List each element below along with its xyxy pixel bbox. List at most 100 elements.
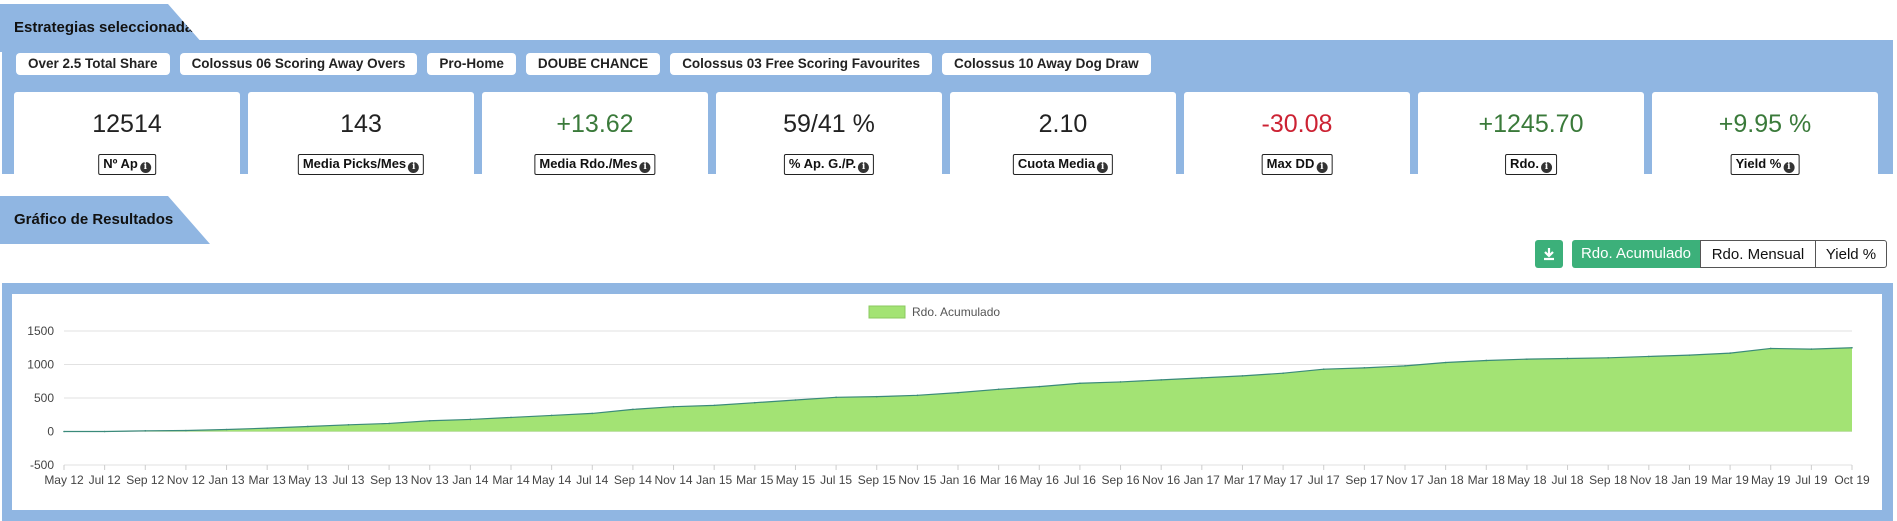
- data-point: [144, 430, 147, 432]
- rdo-mensual-button[interactable]: Rdo. Mensual: [1700, 240, 1816, 268]
- x-tick-label: May 12: [44, 473, 84, 487]
- stat-value: -30.08: [1261, 110, 1333, 138]
- data-point: [388, 422, 390, 425]
- x-tick-label: Mar 17: [1224, 473, 1262, 487]
- strategy-chip[interactable]: Over 2.5 Total Share: [16, 53, 170, 75]
- legend-swatch: [868, 305, 906, 319]
- strategy-chip[interactable]: Colossus 03 Free Scoring Favourites: [670, 53, 933, 75]
- x-tick-label: May 17: [1263, 473, 1303, 487]
- stat-label[interactable]: Yield % i: [1730, 154, 1800, 175]
- data-point: [672, 405, 675, 408]
- x-tick-label: Jul 17: [1308, 473, 1340, 487]
- info-icon[interactable]: i: [139, 162, 151, 173]
- info-icon[interactable]: i: [1783, 162, 1795, 173]
- data-point: [266, 427, 268, 429]
- data-point: [835, 396, 837, 399]
- y-tick-label: 0: [47, 425, 54, 439]
- x-tick-label: Sep 12: [126, 473, 164, 487]
- data-point: [794, 399, 797, 401]
- info-icon[interactable]: i: [858, 162, 870, 173]
- download-button[interactable]: [1535, 240, 1563, 268]
- data-point: [1404, 365, 1406, 367]
- info-icon[interactable]: i: [1540, 162, 1552, 173]
- strategy-chips: Over 2.5 Total Share Colossus 06 Scoring…: [16, 53, 1151, 75]
- stat-label[interactable]: Nº Ap i: [98, 154, 156, 175]
- stat-label[interactable]: Max DD i: [1261, 154, 1333, 175]
- stat-value: 143: [340, 110, 382, 138]
- data-point: [1566, 357, 1569, 360]
- x-tick-label: Nov 14: [655, 473, 693, 487]
- x-tick-label: May 19: [1751, 473, 1791, 487]
- data-point: [63, 430, 65, 433]
- x-tick-label: Nov 17: [1386, 473, 1424, 487]
- x-tick-label: Jul 15: [820, 473, 852, 487]
- data-point: [1201, 377, 1203, 379]
- data-point: [754, 401, 756, 404]
- info-icon[interactable]: i: [639, 162, 651, 173]
- stat-card: 2.10 Cuota Media i: [950, 92, 1176, 186]
- stat-label-text: Nº Ap: [103, 156, 138, 171]
- yield-button[interactable]: Yield %: [1815, 240, 1887, 268]
- x-tick-label: Jul 13: [332, 473, 364, 487]
- data-point: [1729, 352, 1731, 354]
- strategy-chip[interactable]: DOUBE CHANCE: [525, 53, 661, 75]
- x-tick-label: Nov 13: [411, 473, 449, 487]
- data-point: [1038, 385, 1041, 388]
- stat-label-text: Cuota Media: [1017, 156, 1096, 171]
- x-tick-label: Jan 16: [940, 473, 976, 487]
- info-icon[interactable]: i: [1097, 162, 1109, 173]
- x-tick-label: Sep 15: [858, 473, 896, 487]
- data-point: [347, 424, 350, 426]
- data-point: [875, 395, 878, 398]
- x-tick-label: Sep 18: [1589, 473, 1627, 487]
- x-tick-label: May 15: [776, 473, 816, 487]
- stat-label-text: % Ap. G./P.: [788, 156, 857, 171]
- data-point: [510, 416, 512, 419]
- data-point: [1688, 354, 1691, 356]
- stat-label[interactable]: % Ap. G./P. i: [783, 154, 875, 175]
- stat-card: +9.95 % Yield % i: [1652, 92, 1878, 186]
- data-point: [307, 425, 309, 428]
- x-tick-label: Nov 12: [167, 473, 205, 487]
- data-point: [1526, 358, 1528, 360]
- data-point: [1485, 359, 1488, 362]
- data-point: [957, 391, 959, 394]
- strategy-chip[interactable]: Pro-Home: [427, 53, 516, 75]
- stat-card: +1245.70 Rdo. i: [1418, 92, 1644, 186]
- strategy-chip[interactable]: Colossus 06 Scoring Away Overs: [179, 53, 418, 75]
- data-point: [1241, 375, 1244, 377]
- x-tick-label: Jan 14: [452, 473, 488, 487]
- stats-row: 12514 Nº Ap i 143 Media Picks/Mes i +13.62 Medi…: [14, 92, 1878, 186]
- info-icon[interactable]: i: [1316, 162, 1328, 173]
- data-point: [1119, 381, 1122, 383]
- x-tick-label: Jan 13: [209, 473, 245, 487]
- x-tick-label: Jul 16: [1064, 473, 1096, 487]
- y-tick-label: 1000: [27, 358, 54, 372]
- x-tick-label: Sep 13: [370, 473, 408, 487]
- data-point: [428, 419, 431, 422]
- data-point: [1363, 367, 1366, 369]
- x-tick-label: Jul 14: [576, 473, 608, 487]
- stat-value: 12514: [92, 110, 162, 138]
- y-tick-label: -500: [30, 458, 54, 472]
- stat-label-text: Media Rdo./Mes: [539, 156, 638, 171]
- stat-label[interactable]: Rdo. i: [1505, 154, 1557, 175]
- stat-label[interactable]: Media Rdo./Mes i: [534, 154, 656, 175]
- x-tick-label: Mar 15: [736, 473, 774, 487]
- stat-card: 143 Media Picks/Mes i: [248, 92, 474, 186]
- series-area: [64, 347, 1852, 432]
- info-icon[interactable]: i: [408, 162, 420, 173]
- rdo-acumulado-button[interactable]: Rdo. Acumulado: [1572, 240, 1700, 268]
- stat-label[interactable]: Cuota Media i: [1012, 154, 1114, 175]
- data-point: [103, 430, 106, 433]
- data-point: [550, 414, 553, 417]
- x-tick-label: Jan 19: [1671, 473, 1707, 487]
- legend-label: Rdo. Acumulado: [912, 305, 1000, 319]
- data-point: [1322, 368, 1325, 370]
- stat-value: +9.95 %: [1718, 110, 1812, 138]
- data-point: [1282, 372, 1284, 375]
- stat-label[interactable]: Media Picks/Mes i: [297, 154, 425, 175]
- strategy-chip[interactable]: Colossus 10 Away Dog Draw: [942, 53, 1151, 75]
- data-point: [1160, 379, 1162, 381]
